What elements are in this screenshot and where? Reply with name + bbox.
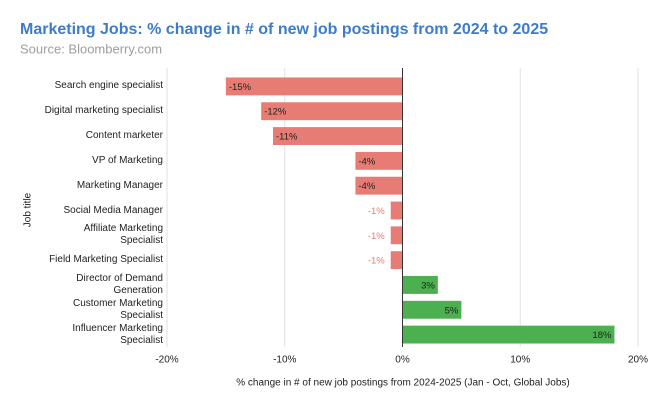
data-label: -1% (368, 231, 385, 242)
bar (225, 77, 403, 96)
bar (402, 300, 462, 319)
bar (390, 251, 403, 270)
bar (261, 102, 403, 121)
chart-subtitle: Source: Bloomberry.com (20, 41, 162, 56)
y-tick-label: Influencer Marketing Specialist (72, 322, 163, 346)
y-tick-label: Social Media Manager (63, 204, 164, 216)
data-label: -12% (264, 107, 287, 118)
y-tick-label: Director of Demand Generation (76, 272, 163, 296)
bar (402, 276, 438, 294)
x-tick-label: -20% (155, 355, 178, 366)
data-label: -15% (229, 82, 252, 93)
x-tick-label: -10% (273, 355, 296, 366)
data-label: -1% (368, 206, 385, 217)
y-tick-label: VP of Marketing (92, 154, 163, 166)
x-tick-label: 0% (395, 355, 410, 366)
bar (402, 325, 615, 344)
data-label: -4% (358, 181, 375, 192)
bar (390, 226, 403, 245)
bar (355, 176, 403, 195)
bar (355, 151, 403, 170)
y-tick-label: Search engine specialist (54, 80, 163, 92)
x-tick-label: 20% (628, 355, 648, 366)
data-label: -11% (276, 132, 298, 143)
bar (272, 127, 403, 145)
y-tick-label: Affiliate Marketing Specialist (83, 223, 163, 247)
y-axis-label: Job title (23, 192, 34, 227)
y-tick-label: Customer Marketing Specialist (72, 297, 163, 321)
y-tick-label: Digital marketing specialist (44, 105, 163, 117)
x-axis-label: % change in # of new job postings from 2… (236, 378, 570, 389)
y-tick-label: Content marketer (85, 130, 163, 142)
bar (390, 201, 403, 220)
data-label: 18% (592, 330, 612, 341)
y-tick-label: Field Marketing Specialist (49, 254, 163, 266)
data-label: -4% (358, 156, 375, 167)
data-label: 5% (445, 305, 459, 316)
x-tick-label: 10% (510, 355, 530, 366)
y-tick-label: Marketing Manager (76, 179, 163, 191)
data-label: -1% (368, 256, 385, 267)
data-label: 3% (421, 280, 435, 291)
chart-title: Marketing Jobs: % change in # of new job… (20, 21, 548, 38)
